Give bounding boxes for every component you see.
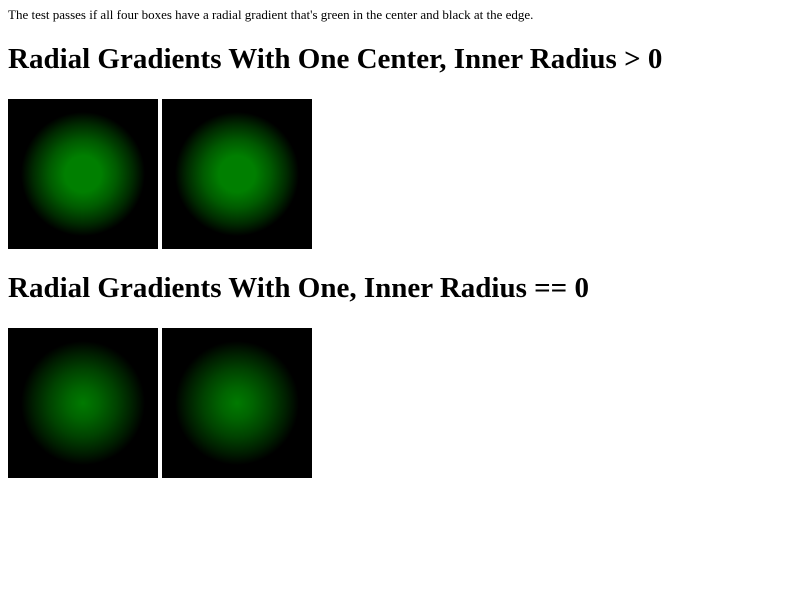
gradient-row-inner-radius-positive: [8, 99, 312, 249]
section-heading-inner-radius-zero: Radial Gradients With One, Inner Radius …: [8, 272, 589, 304]
radial-gradient-box: [8, 99, 158, 249]
radial-gradient-box: [162, 328, 312, 478]
section-heading-inner-radius-positive: Radial Gradients With One Center, Inner …: [8, 43, 663, 75]
gradient-row-inner-radius-zero: [8, 328, 312, 478]
radial-gradient-box: [162, 99, 312, 249]
test-description: The test passes if all four boxes have a…: [8, 7, 534, 22]
radial-gradient-box: [8, 328, 158, 478]
